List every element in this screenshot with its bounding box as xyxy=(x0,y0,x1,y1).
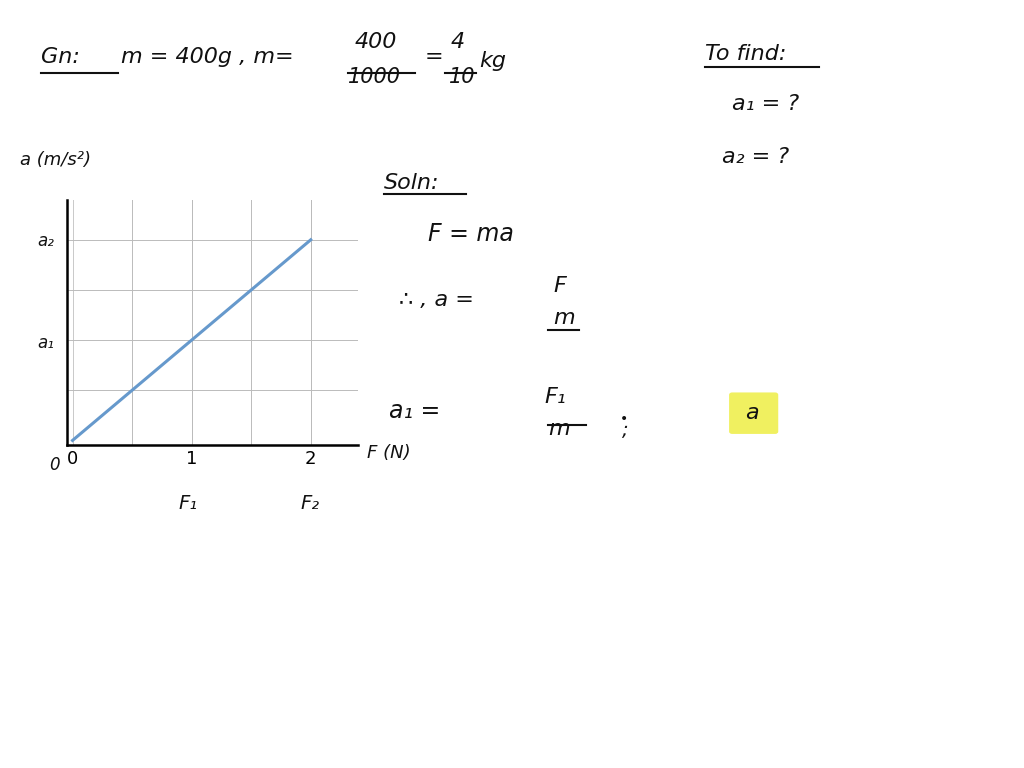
Text: F: F xyxy=(553,276,565,296)
Text: •: • xyxy=(620,412,628,425)
Text: 10: 10 xyxy=(449,67,475,87)
Text: F = ma: F = ma xyxy=(428,222,514,247)
Text: 1000: 1000 xyxy=(348,67,401,87)
Text: 400: 400 xyxy=(354,32,396,52)
Text: Soln:: Soln: xyxy=(384,173,439,193)
Text: ;: ; xyxy=(622,421,628,439)
Text: 0: 0 xyxy=(49,455,59,474)
Text: ∴ , a =: ∴ , a = xyxy=(399,290,474,310)
Text: a: a xyxy=(744,403,759,423)
Text: m = 400g , m=: m = 400g , m= xyxy=(121,47,294,67)
Text: Gn:: Gn: xyxy=(41,47,80,67)
Text: F₁: F₁ xyxy=(545,387,566,407)
Text: a₁ = ?: a₁ = ? xyxy=(732,94,800,114)
Text: F₁: F₁ xyxy=(178,494,198,512)
Text: 4: 4 xyxy=(451,32,465,52)
Text: a₂: a₂ xyxy=(38,232,54,250)
Text: a₁: a₁ xyxy=(38,334,54,352)
Text: a₁ =: a₁ = xyxy=(389,399,440,423)
Text: m: m xyxy=(553,308,574,328)
Text: a (m/s²): a (m/s²) xyxy=(20,151,91,169)
Text: kg: kg xyxy=(479,51,506,71)
Text: m: m xyxy=(548,419,569,439)
Text: =: = xyxy=(425,47,443,67)
Text: To find:: To find: xyxy=(705,44,785,64)
Text: a₂ = ?: a₂ = ? xyxy=(722,147,790,167)
Text: F (N): F (N) xyxy=(367,444,411,462)
Text: F₂: F₂ xyxy=(300,494,319,512)
